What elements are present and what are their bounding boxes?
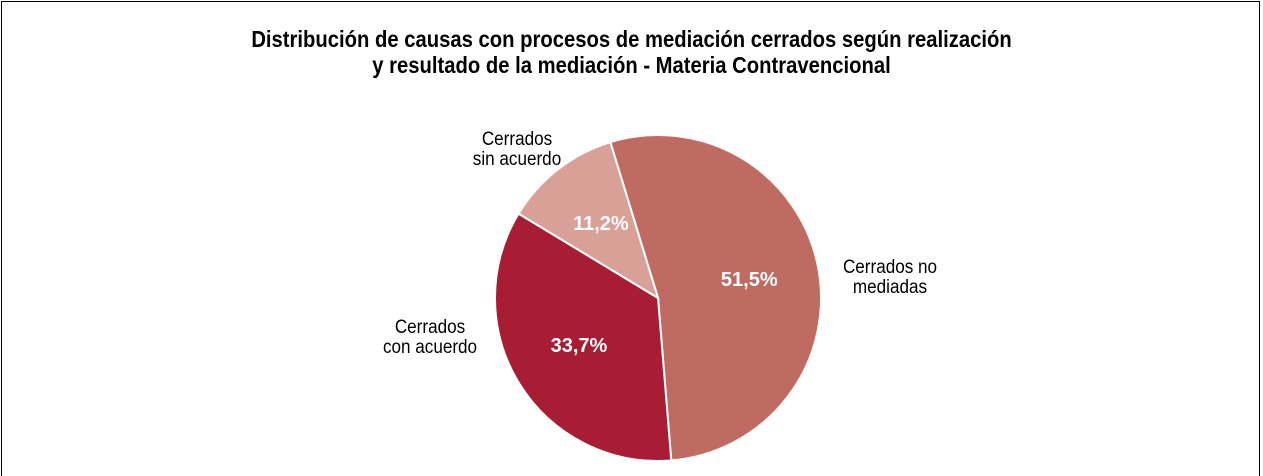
value-label: 33,7%	[551, 335, 608, 357]
category-label: Cerrados sin acuerdo	[472, 129, 562, 170]
value-label: 51,5%	[721, 269, 778, 291]
pie-slice	[517, 140, 660, 301]
category-label: Cerrados con acuerdo	[382, 317, 478, 358]
chart-title: Distribución de causas con procesos de m…	[251, 26, 1012, 78]
category-label: Cerrados no mediadas	[842, 257, 938, 298]
value-label: 11,2%	[573, 213, 629, 235]
pie-slice	[609, 134, 822, 462]
pie-slice	[494, 212, 673, 462]
